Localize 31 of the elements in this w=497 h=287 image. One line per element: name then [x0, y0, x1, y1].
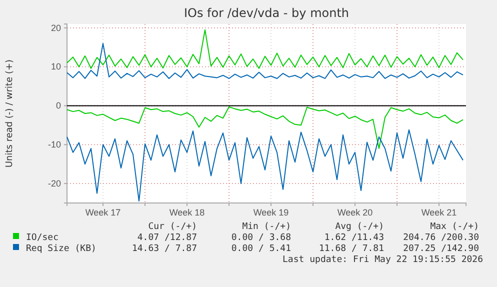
text: 204.76 /200.30	[403, 233, 479, 243]
y-tick-label: 20	[50, 22, 61, 33]
text: Last update: Fri May 22 19:15:55 2026	[282, 255, 483, 265]
text: Max (-/+)	[430, 222, 479, 232]
chart-title: IOs for /dev/vda - by month	[184, 6, 350, 20]
y-axis-title: Units read (-) / write (+)	[5, 59, 15, 168]
x-tick-label: Week 20	[337, 207, 373, 218]
legend-label: Req Size (KB)	[26, 244, 96, 254]
line-series	[66, 42, 464, 79]
text: Cur (-/+)	[148, 222, 197, 232]
text: 4.07 /12.87	[137, 233, 197, 243]
text: Min (-/+)	[242, 222, 291, 232]
legend-label: IO/sec	[26, 233, 59, 243]
y-tick-label: -20	[48, 178, 61, 188]
line-series	[66, 129, 464, 202]
line-series	[66, 106, 464, 150]
text: 0.00 / 3.68	[231, 233, 291, 243]
text: 14.63 / 7.87	[132, 244, 197, 254]
x-tick-label: Week 18	[169, 207, 205, 218]
x-tick-label: Week 21	[421, 207, 457, 218]
y-tick-label: 10	[50, 62, 61, 72]
text: 0.00 / 5.41	[231, 244, 291, 254]
x-tick-label: Week 19	[253, 207, 289, 218]
y-tick-label: -10	[48, 140, 61, 150]
y-tick-label: 0	[56, 100, 61, 111]
text: 207.25 /142.90	[403, 244, 479, 254]
line-series	[66, 29, 464, 69]
text: 11.68 / 7.81	[318, 244, 384, 254]
text: Avg (-/+)	[335, 222, 384, 232]
text: 1.62 /11.43	[324, 233, 384, 243]
x-tick-label: Week 17	[85, 207, 121, 218]
